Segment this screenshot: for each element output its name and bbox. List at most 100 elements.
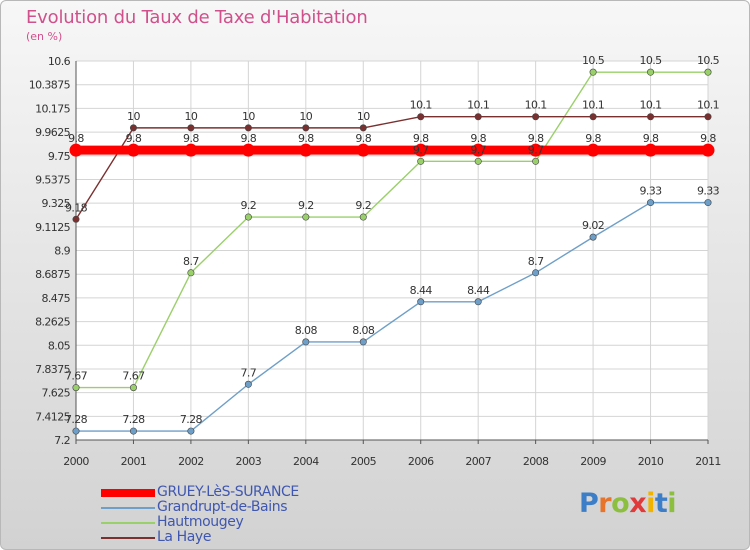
y-tick-label: 8.2625	[35, 316, 70, 329]
data-point	[359, 213, 367, 221]
data-label: 9.8	[700, 132, 716, 145]
series-hautmougey	[72, 68, 712, 392]
series-gruey-l-s-surance	[69, 143, 715, 157]
data-label: 10.1	[525, 99, 547, 112]
data-label: 10.1	[697, 99, 719, 112]
data-label: 10.1	[582, 99, 604, 112]
y-tick-label: 8.05	[48, 339, 71, 352]
data-label: 10	[127, 110, 140, 123]
data-label: 10.1	[410, 99, 432, 112]
legend-swatch	[101, 488, 155, 497]
x-tick-label: 2004	[293, 455, 319, 468]
data-label: 9.7	[528, 143, 544, 156]
legend: GRUEY-LèS-SURANCE Grandrupt-de-Bains Hautm…	[101, 485, 299, 545]
x-tick-label: 2002	[178, 455, 204, 468]
x-tick-label: 2007	[465, 455, 491, 468]
data-label: 9.8	[183, 132, 199, 145]
data-label: 9.8	[470, 132, 486, 145]
data-label: 7.7	[241, 366, 257, 379]
y-tick-label: 7.8375	[35, 363, 70, 376]
data-label: 9.7	[470, 143, 486, 156]
data-label: 8.08	[295, 324, 318, 337]
data-point	[129, 124, 137, 132]
y-tick-label: 9.75	[48, 150, 71, 163]
y-tick-label: 9.325	[42, 197, 71, 210]
series-la-haye	[72, 113, 712, 223]
y-tick-label: 9.5375	[35, 173, 70, 186]
data-label: 8.7	[183, 255, 199, 268]
data-point	[704, 113, 712, 121]
data-label: 10	[299, 110, 312, 123]
data-point	[589, 233, 597, 241]
data-point	[72, 427, 80, 435]
data-point	[417, 157, 425, 165]
y-tick-label: 9.1125	[35, 221, 70, 234]
line-chart: 10.610.387510.1759.96259.759.53759.3259.…	[29, 54, 722, 468]
data-point	[129, 427, 137, 435]
data-label: 9.8	[68, 132, 84, 145]
y-tick-label: 8.9	[54, 245, 70, 258]
x-tick-label: 2009	[580, 455, 606, 468]
y-tick-label: 10.6	[48, 55, 71, 68]
data-point	[474, 298, 482, 306]
data-point	[299, 143, 313, 157]
x-tick-label: 2005	[350, 455, 376, 468]
y-tick-label: 10.3875	[29, 79, 71, 92]
data-label: 9.8	[126, 132, 142, 145]
series-line	[76, 71, 708, 389]
data-label: 9.2	[298, 199, 314, 212]
logo-letter: r	[598, 488, 612, 519]
data-label: 8.08	[352, 324, 375, 337]
data-point	[644, 143, 658, 157]
data-point	[129, 384, 137, 392]
legend-swatch	[101, 536, 155, 539]
legend-swatch	[101, 521, 155, 524]
data-point	[184, 143, 198, 157]
data-label: 7.28	[65, 413, 88, 426]
data-point	[417, 113, 425, 121]
data-point	[244, 380, 252, 388]
legend-item: Grandrupt-de-Bains	[101, 500, 299, 515]
data-label: 10	[185, 110, 198, 123]
data-label: 10.1	[639, 99, 661, 112]
data-label: 10.5	[582, 54, 605, 67]
data-label: 10.5	[639, 54, 662, 67]
data-point	[187, 124, 195, 132]
data-point	[302, 124, 310, 132]
x-tick-label: 2011	[695, 455, 721, 468]
data-label: 9.18	[65, 201, 88, 214]
legend-label: GRUEY-LèS-SURANCE	[157, 484, 299, 500]
data-label: 9.33	[697, 185, 720, 198]
legend-label: Grandrupt-de-Bains	[157, 499, 288, 515]
chart-unit: (en %)	[26, 30, 63, 43]
legend-swatch	[101, 506, 155, 509]
logo-letter: o	[611, 488, 630, 519]
data-point	[532, 269, 540, 277]
data-label: 9.8	[585, 132, 601, 145]
data-label: 10.1	[467, 99, 489, 112]
data-label: 8.44	[410, 284, 433, 297]
series-line	[76, 201, 708, 432]
data-point	[704, 199, 712, 207]
data-label: 10.5	[697, 54, 720, 67]
x-tick-label: 2001	[121, 455, 147, 468]
data-point	[69, 143, 83, 157]
data-point	[471, 143, 485, 157]
data-label: 9.8	[413, 132, 429, 145]
data-point	[356, 143, 370, 157]
data-label: 9.8	[241, 132, 257, 145]
x-tick-label: 2000	[63, 455, 89, 468]
data-point	[647, 113, 655, 121]
data-label: 8.44	[467, 284, 490, 297]
data-point	[417, 298, 425, 306]
y-tick-label: 8.475	[42, 292, 71, 305]
x-tick-label: 2006	[408, 455, 434, 468]
legend-label: Hautmougey	[157, 514, 244, 530]
data-point	[72, 384, 80, 392]
data-label: 10	[357, 110, 370, 123]
data-point	[647, 68, 655, 76]
data-point	[532, 113, 540, 121]
data-label: 9.8	[643, 132, 659, 145]
data-point	[244, 124, 252, 132]
